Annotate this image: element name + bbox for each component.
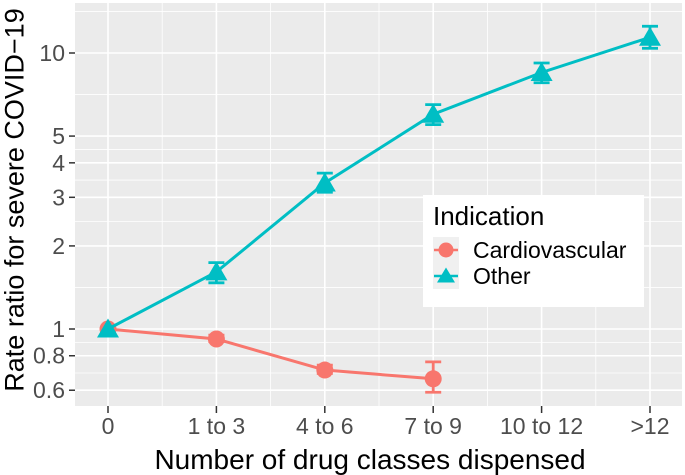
data-point-marker	[424, 370, 442, 388]
y-tick-label: 0.8	[33, 343, 65, 369]
y-tick-label: 4	[52, 150, 65, 176]
x-tick-label: 1 to 3	[188, 413, 246, 439]
y-axis-title: Rate ratio for severe COVID−19	[0, 8, 30, 392]
data-point-marker	[422, 103, 445, 123]
axis-ticks	[69, 52, 651, 413]
x-axis-title: Number of drug classes dispensed	[154, 444, 586, 475]
triangle-key-icon	[433, 263, 459, 289]
series-other	[97, 24, 661, 338]
legend-item-other: Other	[433, 263, 644, 289]
legend-label-cardiovascular: Cardiovascular	[473, 236, 627, 263]
data-point-marker	[530, 61, 553, 81]
data-point-marker	[205, 261, 228, 281]
legend-item-cardiovascular: Cardiovascular	[433, 237, 644, 263]
series-line	[107, 35, 651, 331]
legend: Indication Cardiovascular Other	[423, 195, 644, 307]
y-tick-labels: 0.6 0.81 2 3 45 10	[33, 40, 65, 403]
x-tick-labels: 0 1 to 3 4 to 6 7 to 9 10 to 12 >12	[102, 413, 670, 439]
y-tick-label: 5	[52, 123, 65, 149]
x-tick-label: >12	[630, 413, 669, 439]
y-tick-label: 10	[39, 40, 65, 66]
x-tick-label: 0	[102, 413, 115, 439]
y-tick-label: 1	[52, 316, 65, 342]
legend-key-marker	[438, 242, 454, 258]
series-line	[107, 327, 434, 381]
triangle-marker-icon	[433, 263, 459, 289]
data-point-marker	[97, 318, 119, 338]
data-point-marker	[316, 361, 334, 379]
legend-title: Indication	[433, 201, 545, 231]
minor-gridlines	[75, 3, 682, 406]
x-tick-label: 4 to 6	[296, 413, 354, 439]
y-tick-label: 0.6	[33, 377, 65, 403]
legend-key-marker	[437, 267, 455, 283]
x-tick-label: 10 to 12	[500, 413, 583, 439]
y-tick-label: 2	[52, 233, 65, 259]
data-point-marker	[313, 172, 336, 192]
data-point-marker	[207, 330, 225, 348]
series-cardiovascular	[99, 320, 442, 394]
data-point-marker	[639, 26, 661, 46]
x-tick-label: 7 to 9	[404, 413, 462, 439]
legend-label-other: Other	[473, 262, 531, 289]
circle-key-icon	[433, 237, 459, 263]
y-tick-label: 3	[52, 184, 65, 210]
circle-marker-icon	[433, 237, 459, 263]
major-gridlines	[75, 3, 682, 406]
